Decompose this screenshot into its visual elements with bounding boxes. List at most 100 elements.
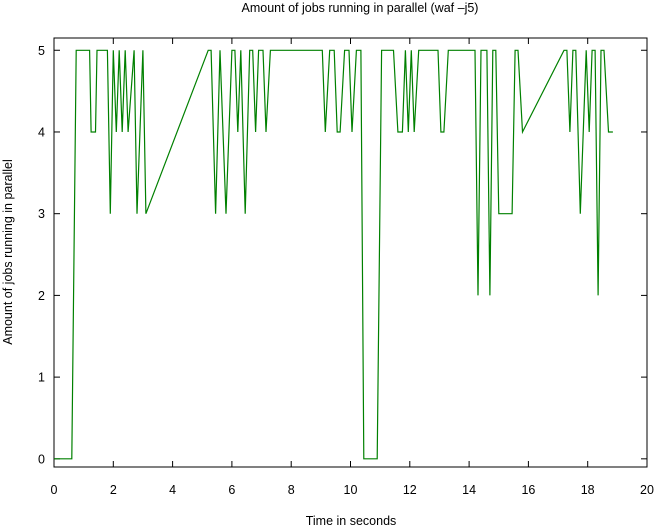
data-point	[89, 50, 90, 51]
data-point	[486, 50, 487, 51]
data-point	[608, 131, 609, 132]
y-tick-label: 5	[38, 44, 45, 58]
data-point	[231, 50, 232, 51]
data-point	[107, 50, 108, 51]
data-point	[237, 131, 238, 132]
data-point	[381, 50, 382, 51]
data-point	[418, 50, 419, 51]
data-point	[572, 50, 573, 51]
data-point	[448, 50, 449, 51]
data-point	[580, 213, 581, 214]
data-point	[348, 50, 349, 51]
data-point	[234, 50, 235, 51]
y-axis-label: Amount of jobs running in parallel	[1, 159, 15, 345]
data-point	[397, 131, 398, 132]
x-tick-label: 10	[344, 483, 358, 497]
data-point	[437, 50, 438, 51]
x-tick-label: 8	[288, 483, 295, 497]
data-point	[128, 131, 129, 132]
y-tick-label: 0	[38, 452, 45, 466]
data-point	[575, 50, 576, 51]
data-point	[411, 50, 412, 51]
data-point	[393, 50, 394, 51]
data-point	[329, 50, 330, 51]
x-tick-label: 2	[110, 483, 117, 497]
data-point	[474, 50, 475, 51]
data-point	[265, 131, 266, 132]
data-point	[517, 50, 518, 51]
data-point	[443, 131, 444, 132]
data-point	[145, 213, 146, 214]
data-point	[592, 50, 593, 51]
data-point	[522, 131, 523, 132]
data-point	[440, 131, 441, 132]
series-line	[54, 49, 613, 460]
data-point	[116, 131, 117, 132]
data-point	[211, 50, 212, 51]
x-tick-label: 12	[403, 483, 417, 497]
data-point	[71, 458, 72, 459]
data-point	[136, 213, 137, 214]
data-point	[511, 213, 512, 214]
data-point	[255, 131, 256, 132]
data-point	[215, 213, 216, 214]
data-point	[351, 131, 352, 132]
data-point	[95, 131, 96, 132]
y-tick-label: 2	[38, 289, 45, 303]
y-tick-label: 1	[38, 371, 45, 385]
data-point	[53, 458, 54, 459]
x-tick-label: 14	[462, 483, 476, 497]
x-tick-label: 20	[640, 483, 654, 497]
data-point	[122, 131, 123, 132]
data-point	[322, 50, 323, 51]
data-point	[125, 50, 126, 51]
data-point	[252, 50, 253, 51]
data-point	[597, 295, 598, 296]
data-point	[600, 50, 601, 51]
data-point	[270, 50, 271, 51]
data-point	[142, 50, 143, 51]
x-tick-label: 16	[521, 483, 535, 497]
data-point	[337, 131, 338, 132]
data-point	[225, 213, 226, 214]
data-point	[589, 131, 590, 132]
data-point	[96, 50, 97, 51]
data-point	[258, 50, 259, 51]
x-axis-ticks: 0 2 4 6 8 10 12 14 16 18 20	[51, 38, 654, 497]
data-point	[603, 50, 604, 51]
data-point	[344, 50, 345, 51]
x-tick-label: 6	[228, 483, 235, 497]
data-point	[498, 213, 499, 214]
data-point	[405, 50, 406, 51]
data-point	[219, 50, 220, 51]
data-point	[240, 50, 241, 51]
data-point	[262, 50, 263, 51]
series-layer	[53, 0, 616, 460]
data-point	[76, 50, 77, 51]
data-point	[245, 213, 246, 214]
data-point	[110, 213, 111, 214]
data-point	[586, 50, 587, 51]
data-point	[408, 131, 409, 132]
x-tick-label: 18	[581, 483, 595, 497]
data-point	[208, 50, 209, 51]
data-point	[133, 50, 134, 51]
data-point	[563, 50, 564, 51]
data-point	[566, 50, 567, 51]
data-point	[377, 458, 378, 459]
data-point	[340, 131, 341, 132]
data-point	[514, 50, 515, 51]
data-point	[368, 458, 369, 459]
data-point	[595, 50, 596, 51]
data-point	[119, 50, 120, 51]
data-point	[363, 458, 364, 459]
y-axis-ticks: 0 1 2 3 4 5	[38, 44, 647, 466]
y-tick-label: 3	[38, 207, 45, 221]
x-axis-label: Time in seconds	[306, 514, 397, 526]
data-point	[615, 0, 616, 1]
data-point	[325, 131, 326, 132]
data-point	[477, 295, 478, 296]
data-point	[492, 50, 493, 51]
data-point	[489, 295, 490, 296]
